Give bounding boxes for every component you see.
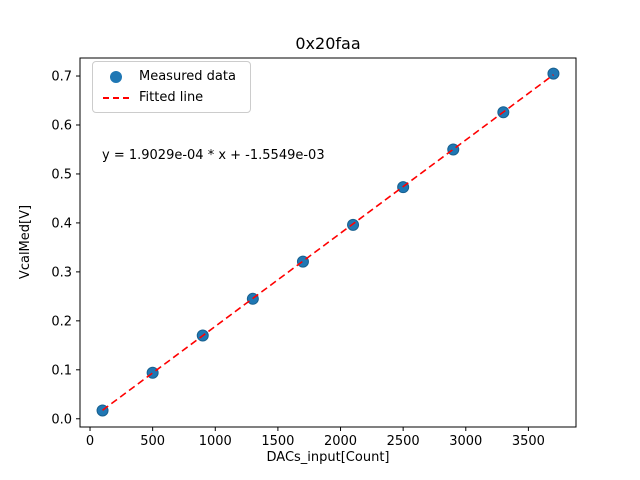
x-tick-label: 3500	[512, 434, 545, 449]
y-tick-label: 0.4	[51, 216, 72, 231]
x-axis-label: DACs_input[Count]	[266, 450, 390, 465]
fit-equation-annotation: y = 1.9029e-04 * x + -1.5549e-03	[102, 148, 325, 163]
x-tick-label: 2500	[387, 434, 420, 449]
x-tick-label: 0	[86, 434, 94, 449]
x-tick-label: 3000	[449, 434, 482, 449]
data-point	[347, 218, 360, 231]
measured-data-marker-icon	[110, 70, 122, 83]
fitted-line	[102, 74, 554, 411]
y-tick-label: 0.6	[51, 118, 72, 133]
x-tick-label: 2000	[324, 434, 357, 449]
y-tick-label: 0.7	[51, 70, 72, 85]
legend: Measured data Fitted line	[92, 61, 251, 113]
y-tick-label: 0.5	[51, 167, 72, 182]
legend-label-fitted-line: Fitted line	[139, 90, 204, 105]
plot-border	[79, 57, 577, 428]
y-tick-label: 0.3	[51, 265, 72, 280]
x-tick-label: 1000	[199, 434, 232, 449]
x-tick-label: 1500	[261, 434, 294, 449]
legend-label-measured-data: Measured data	[139, 69, 236, 84]
y-tick-label: 0.0	[51, 412, 72, 427]
legend-item-fitted-line: Fitted line	[103, 90, 236, 105]
y-tick-label: 0.1	[51, 363, 72, 378]
x-tick-label: 500	[140, 434, 165, 449]
fitted-line-icon	[103, 96, 129, 99]
chart-title: 0x20faa	[295, 34, 361, 53]
legend-item-measured-data: Measured data	[103, 69, 236, 84]
y-tick-label: 0.2	[51, 314, 72, 329]
data-point	[547, 67, 560, 80]
